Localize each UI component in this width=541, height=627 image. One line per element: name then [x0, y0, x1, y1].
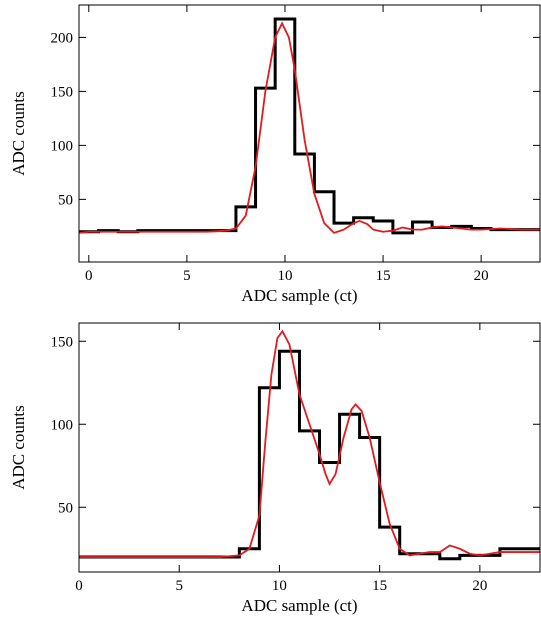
- x-axis-label: ADC sample (ct): [241, 596, 357, 615]
- subplot: 0 5 10 15 20 50 100 150 200 ADC sample (ct) ADC co…: [9, 4, 541, 305]
- x-tick-label: 20: [474, 268, 489, 284]
- x-tick-label: 15: [376, 268, 391, 284]
- x-axis-label: ADC sample (ct): [241, 286, 357, 305]
- y-tick-label: 50: [58, 500, 73, 516]
- y-tick-label: 100: [51, 417, 74, 433]
- x-tick-label: 15: [372, 578, 387, 594]
- x-tick-label: 0: [85, 268, 93, 284]
- x-tick-label: 10: [277, 268, 292, 284]
- y-tick-label: 50: [58, 192, 73, 208]
- subplot: 0 5 10 15 20 50 100 150 ADC sample (ct) ADC count…: [9, 322, 541, 615]
- y-axis-label: ADC counts: [9, 405, 28, 490]
- fit-curve: [79, 21, 540, 234]
- fit-curve: [79, 329, 540, 558]
- x-tick-label: 5: [183, 268, 191, 284]
- y-tick-label: 100: [51, 138, 74, 154]
- axes-frame: [78, 322, 541, 573]
- step-line: [79, 349, 540, 561]
- step-line: [79, 17, 540, 235]
- x-tick-label: 5: [175, 578, 183, 594]
- x-tick-label: 20: [472, 578, 487, 594]
- x-tick-label: 0: [75, 578, 83, 594]
- y-tick-label: 150: [51, 84, 74, 100]
- axes-frame: [78, 4, 541, 263]
- y-tick-label: 200: [51, 30, 74, 46]
- y-axis-label: ADC counts: [9, 91, 28, 176]
- y-tick-label: 150: [51, 334, 74, 350]
- x-tick-label: 10: [272, 578, 287, 594]
